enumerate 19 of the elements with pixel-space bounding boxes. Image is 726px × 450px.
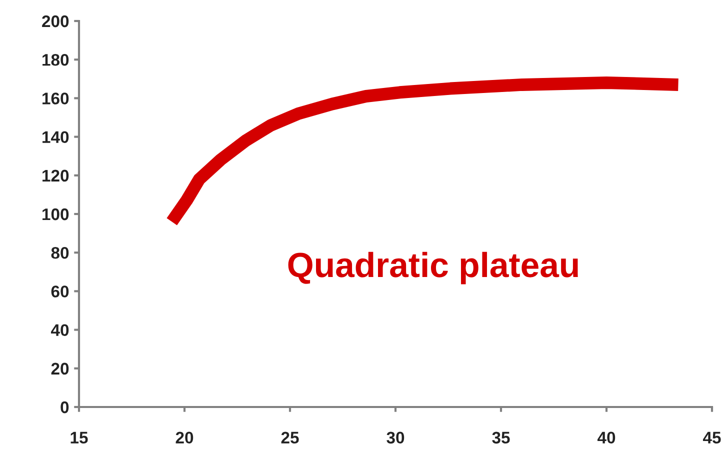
x-tick-label: 15 (70, 432, 88, 444)
x-tick-label: 20 (176, 432, 194, 444)
y-tick-label: 40 (50, 324, 69, 336)
y-tick-label: 160 (42, 92, 69, 104)
x-tick-label: 35 (492, 432, 510, 444)
y-tick-label: 80 (51, 247, 69, 259)
y-tick-label: 60 (51, 286, 69, 298)
y-tick-label: 0 (60, 401, 69, 414)
x-tick-label: 40 (597, 432, 616, 444)
y-tick-label: 200 (42, 15, 69, 28)
y-tick-label: 100 (42, 208, 69, 220)
annotation: Quadratic plateau (288, 252, 578, 284)
y-tick-label: 20 (51, 362, 69, 375)
x-tick-label: 30 (386, 432, 404, 444)
x-tick-label: 25 (281, 432, 299, 444)
y-tick-label: 140 (42, 131, 69, 144)
y-tick-label: 120 (42, 170, 69, 182)
x-tick-label: 45 (702, 432, 721, 444)
y-tick-label: 180 (42, 54, 69, 66)
